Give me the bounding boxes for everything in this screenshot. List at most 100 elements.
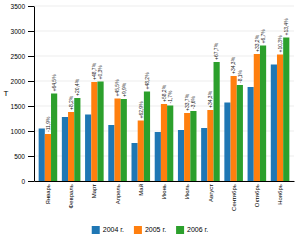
bar xyxy=(62,117,68,181)
legend-label: 2006 г. xyxy=(187,226,208,233)
annotation: +13,4% xyxy=(283,18,289,36)
bars xyxy=(39,38,290,182)
legend-swatch xyxy=(134,226,142,234)
bar xyxy=(237,85,243,181)
x-tick: Ноябрь xyxy=(277,184,283,205)
annotation: +33,2% xyxy=(254,34,260,52)
x-tick-label: Май xyxy=(138,184,144,196)
series xyxy=(45,54,283,181)
annotation: +48,2% xyxy=(144,72,150,90)
chart: -11,9%+8,2%+48,7%+45,5%+62,9%+58,2%+33,7… xyxy=(0,0,300,237)
bar xyxy=(85,115,91,182)
x-tick-label: Август xyxy=(208,184,214,202)
bar xyxy=(224,103,230,182)
y-tick-mark xyxy=(28,131,34,132)
bar xyxy=(161,104,167,181)
y-tick: 1500 xyxy=(11,103,34,110)
legend-item: 2004 г. xyxy=(92,226,124,234)
x-tick: Июнь xyxy=(161,184,167,199)
bar xyxy=(260,46,266,182)
x-tick-label: Октябрь xyxy=(254,184,260,207)
y-tick-label: 500 xyxy=(14,153,25,160)
bar xyxy=(248,87,254,181)
annotation: +0,3% xyxy=(97,65,103,80)
legend-label: 2004 г. xyxy=(103,226,124,233)
y-tick-mark xyxy=(28,6,34,7)
legend-item: 2005 г. xyxy=(134,226,166,234)
bar xyxy=(121,99,127,181)
y-tick-label: 2500 xyxy=(11,53,26,60)
plot: -11,9%+8,2%+48,7%+45,5%+62,9%+58,2%+33,7… xyxy=(11,3,295,211)
x-tick-label: Март xyxy=(91,184,97,199)
y-tick: 2000 xyxy=(11,78,34,85)
x-tick: Сентябрь xyxy=(231,184,237,211)
y-tick-label: 1500 xyxy=(11,103,26,110)
x-axis: Январь Февраль Март Апрель Май Июнь Июль Август… xyxy=(35,182,295,211)
y-axis: 0 500 1000 1500 2000 2500 3000 3500 xyxy=(11,3,35,185)
annotation: +6,7% xyxy=(260,29,266,44)
x-tick: Май xyxy=(138,184,144,196)
x-tick-label: Апрель xyxy=(115,184,121,204)
y-tick: 3000 xyxy=(11,28,34,35)
grid xyxy=(34,6,294,181)
bar xyxy=(184,113,190,181)
annotation: +8,2% xyxy=(68,95,74,110)
y-tick-mark xyxy=(28,56,34,57)
y-tick-label: 3000 xyxy=(11,28,26,35)
annotation: +20,4% xyxy=(74,78,80,96)
bar xyxy=(132,143,138,181)
y-tick-mark xyxy=(28,181,34,182)
y-tick: 3500 xyxy=(11,3,34,10)
bar xyxy=(277,55,283,182)
grid-line xyxy=(34,31,294,32)
annotation: +67,7% xyxy=(213,42,219,60)
bar xyxy=(51,94,57,182)
y-axis-label: Т xyxy=(4,89,9,98)
x-tick-label: Ноябрь xyxy=(277,184,283,205)
grid-line xyxy=(34,6,294,7)
y-tick-label: 2000 xyxy=(11,78,26,85)
x-tick: Февраль xyxy=(68,184,74,208)
x-tick-label: Сентябрь xyxy=(231,184,237,211)
annotation: +34,3% xyxy=(230,56,236,74)
legend-label: 2005 г. xyxy=(145,226,166,233)
bar xyxy=(108,125,114,181)
bar xyxy=(214,62,220,181)
annotation: +45,5% xyxy=(114,79,120,97)
bar xyxy=(114,99,120,182)
axis-line xyxy=(34,7,35,182)
bar xyxy=(45,134,51,181)
series xyxy=(51,38,289,182)
annotation: +48,7% xyxy=(91,62,97,80)
bar xyxy=(271,65,277,182)
bar xyxy=(155,132,161,181)
y-tick-mark xyxy=(28,156,34,157)
annotation: +62,9% xyxy=(138,101,144,119)
legend-swatch xyxy=(176,226,184,234)
annotation: +34,3% xyxy=(207,90,213,108)
legend-item: 2006 г. xyxy=(176,226,208,234)
annotation: -1,7% xyxy=(167,90,173,104)
y-tick-mark xyxy=(28,81,34,82)
annotation: -8,1% xyxy=(237,69,243,83)
bar xyxy=(201,128,207,181)
bar xyxy=(178,130,184,181)
y-tick-mark xyxy=(28,106,34,107)
bar xyxy=(97,82,103,182)
y-tick-label: 0 xyxy=(21,178,25,185)
x-tick: Апрель xyxy=(115,184,121,204)
y-tick-label: 1000 xyxy=(11,128,26,135)
axis-line xyxy=(35,181,295,182)
x-tick-label: Январь xyxy=(45,184,51,205)
annotation: +9,9% xyxy=(121,82,127,97)
x-tick: Март xyxy=(91,184,97,199)
annotation: -3,6% xyxy=(190,95,196,109)
annotations: -11,9%+8,2%+48,7%+45,5%+62,9%+58,2%+33,7… xyxy=(45,18,289,132)
y-tick: 2500 xyxy=(11,53,34,60)
annotation: +64,5% xyxy=(51,74,57,92)
series xyxy=(39,65,277,182)
x-tick: Июль xyxy=(184,184,190,199)
x-tick-label: Июль xyxy=(184,184,190,199)
legend: 2004 г. 2005 г. 2006 г. xyxy=(92,226,209,234)
annotation: -11,9% xyxy=(45,116,51,132)
